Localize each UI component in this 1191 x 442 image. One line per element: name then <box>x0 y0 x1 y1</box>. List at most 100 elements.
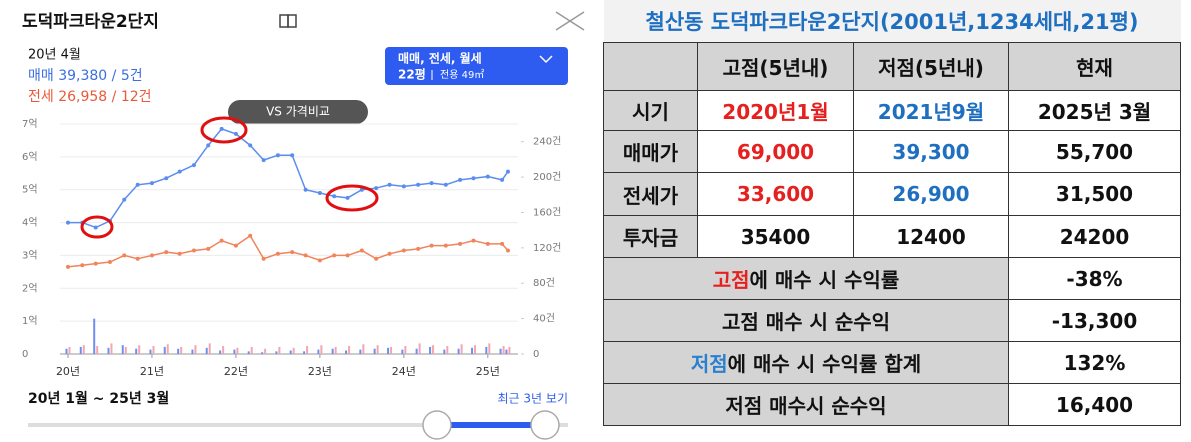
cell: 55,700 <box>1008 130 1181 173</box>
cell: 33,600 <box>697 172 854 216</box>
complex-name: 도덕파크타운2단지 <box>22 12 159 32</box>
volume-bar <box>107 347 110 354</box>
volume-bar <box>222 346 225 354</box>
volume-bar <box>292 347 295 354</box>
volume-bar <box>65 348 68 354</box>
price-point <box>290 153 295 158</box>
price-point <box>359 187 364 192</box>
price-point <box>66 220 70 225</box>
volume-bar <box>306 346 309 354</box>
price-point <box>416 182 421 187</box>
y2-tick-label: 80건 <box>533 277 555 289</box>
volume-bar <box>289 350 292 354</box>
volume-bar <box>488 343 491 354</box>
price-line <box>67 234 509 268</box>
volume-bar <box>110 343 113 354</box>
volume-bar <box>415 348 418 354</box>
summary-value: 132% <box>1008 341 1181 384</box>
volume-bar <box>446 346 449 354</box>
volume-bar <box>236 347 239 354</box>
price-point <box>275 251 280 256</box>
summary-label: 저점 매수시 순수익 <box>603 383 1009 426</box>
volume-bar <box>348 346 351 354</box>
volume-bar <box>163 346 166 354</box>
volume-bar <box>177 348 180 354</box>
price-point <box>248 233 253 238</box>
price-point <box>149 181 154 186</box>
price-point <box>248 143 253 148</box>
trade-type-filter[interactable]: 매매, 전세, 월세 <box>398 51 482 66</box>
volume-bar <box>418 343 421 354</box>
price-point <box>233 131 238 136</box>
range-slider[interactable] <box>28 410 568 440</box>
volume-bar <box>359 349 362 354</box>
y-tick-label: 4억 <box>22 217 38 229</box>
cell: 35400 <box>697 215 854 258</box>
cell: 69,000 <box>697 130 854 173</box>
volume-bar <box>401 349 404 354</box>
header-cell: 고점(5년내) <box>697 42 854 91</box>
volume-bar <box>317 349 320 354</box>
cell: 24200 <box>1008 215 1181 258</box>
price-point <box>332 253 337 258</box>
summary-text: 에 매수 시 수익률 합계 <box>727 352 922 376</box>
summary-label: 고점 매수 시 순수익 <box>603 299 1009 342</box>
summary-label: 고점에 매수 시 수익률 <box>603 257 1009 300</box>
price-point <box>505 169 510 174</box>
x-tick-label: 22년 <box>224 365 248 378</box>
volume-bar <box>194 345 197 354</box>
summary-table: 철산동 도덕파크타운2단지(2001년,1234세대,21평) 고점(5년내) … <box>603 0 1181 426</box>
compare-tooltip[interactable]: VS 가격비교 <box>228 100 368 124</box>
volume-bar <box>135 348 138 354</box>
price-point <box>416 246 421 251</box>
cell: 2021년9월 <box>853 90 1009 131</box>
summary-text: 에 매수 시 수익률 <box>749 268 900 292</box>
price-point <box>485 241 490 246</box>
volume-bar <box>432 345 435 354</box>
x-tick-label: 23년 <box>308 365 332 378</box>
price-point <box>219 126 224 131</box>
y2-tick-label: 120건 <box>533 242 561 254</box>
price-point <box>191 163 196 168</box>
price-point <box>345 195 350 200</box>
price-chart-panel: 도덕파크타운2단지 20년 4월 매매 39,380 / 5건 전세 26,95… <box>22 11 585 440</box>
price-point <box>387 251 392 256</box>
price-point <box>429 243 434 248</box>
price-point <box>401 184 406 189</box>
y-tick-label: 1억 <box>22 315 38 327</box>
filter-button[interactable]: 매매, 전세, 월세 22평 전용 49㎡ <box>385 47 568 85</box>
volume-bar <box>376 345 379 354</box>
volume-bar <box>505 349 508 354</box>
volume-bar <box>261 352 264 354</box>
area-filter[interactable]: 전용 49㎡ <box>440 69 484 81</box>
volume-bar <box>485 346 488 354</box>
volume-bar <box>121 345 124 354</box>
price-point <box>505 248 510 253</box>
volume-bar <box>219 350 222 354</box>
volume-bar <box>233 349 236 354</box>
price-point <box>303 187 308 192</box>
volume-bar <box>390 346 393 354</box>
volume-bar <box>247 351 250 354</box>
y2-tick-label: 240건 <box>533 136 561 148</box>
volume-bar <box>457 348 460 354</box>
price-point <box>359 248 364 253</box>
price-point <box>374 256 379 261</box>
price-point <box>443 182 448 187</box>
book-icon[interactable] <box>279 14 297 28</box>
price-point <box>93 225 98 230</box>
size-filter[interactable]: 22평 <box>398 68 426 82</box>
volume-bar <box>387 347 390 354</box>
volume-bar <box>208 343 211 354</box>
price-point <box>317 258 322 263</box>
price-point <box>471 176 476 181</box>
compare-label[interactable]: VS 가격비교 <box>266 105 330 119</box>
recent-three-years[interactable]: 최근 3년 보기 <box>498 392 568 406</box>
volume-bar <box>166 344 169 354</box>
price-point <box>500 241 505 246</box>
price-point <box>135 182 140 187</box>
summary-value: -38% <box>1008 257 1181 300</box>
price-point <box>122 253 127 258</box>
close-button[interactable] <box>555 11 585 31</box>
